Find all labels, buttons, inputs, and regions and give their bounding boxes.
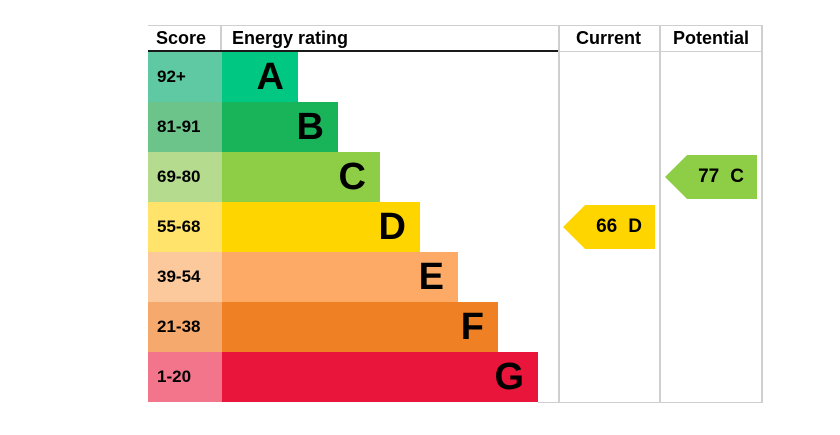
rating-letter: E bbox=[418, 256, 444, 298]
rating-letter: F bbox=[460, 306, 484, 348]
band-row-b: 81-91 B bbox=[148, 102, 338, 152]
rating-bar-b: B bbox=[222, 102, 338, 152]
table-top-border bbox=[148, 25, 763, 26]
current-column-left-border bbox=[558, 25, 560, 403]
current-score: 66 bbox=[596, 216, 618, 237]
score-range-label: 39-54 bbox=[148, 252, 222, 302]
potential-column-left-border bbox=[659, 25, 661, 403]
score-range-label: 55-68 bbox=[148, 202, 222, 252]
table-bottom-border bbox=[538, 402, 763, 403]
potential-rating-arrow: 77 C bbox=[665, 155, 757, 199]
rating-letter: G bbox=[494, 356, 524, 398]
rating-letter: B bbox=[296, 106, 324, 148]
score-range-label: 92+ bbox=[148, 52, 222, 102]
potential-letter: C bbox=[730, 166, 744, 187]
rating-letter: D bbox=[378, 206, 406, 248]
rating-bar-e: E bbox=[222, 252, 458, 302]
band-row-c: 69-80 C bbox=[148, 152, 380, 202]
score-range-label: 81-91 bbox=[148, 102, 222, 152]
band-row-e: 39-54 E bbox=[148, 252, 458, 302]
header-score-divider bbox=[220, 26, 222, 50]
potential-column-header: Potential bbox=[672, 27, 749, 48]
current-column-header: Current bbox=[575, 27, 641, 48]
rating-bar-a: A bbox=[222, 52, 298, 102]
rating-bar-f: F bbox=[222, 302, 498, 352]
band-row-f: 21-38 F bbox=[148, 302, 498, 352]
score-range-label: 69-80 bbox=[148, 152, 222, 202]
rating-letter: A bbox=[256, 56, 284, 98]
band-row-d: 55-68 D bbox=[148, 202, 420, 252]
energy-rating-column-header: Energy rating bbox=[232, 27, 349, 48]
header-bottom-border bbox=[148, 50, 558, 52]
rating-bar-d: D bbox=[222, 202, 420, 252]
rating-letter: C bbox=[338, 156, 366, 198]
score-range-label: 21-38 bbox=[148, 302, 222, 352]
band-row-a: 92+ A bbox=[148, 52, 298, 102]
current-letter: D bbox=[628, 216, 642, 237]
table-right-border bbox=[761, 25, 763, 403]
score-column-header: Score bbox=[156, 27, 207, 48]
rating-bar-c: C bbox=[222, 152, 380, 202]
current-rating-arrow: 66 D bbox=[563, 205, 655, 249]
potential-score: 77 bbox=[698, 166, 720, 187]
score-range-label: 1-20 bbox=[148, 352, 222, 402]
rating-bar-g: G bbox=[222, 352, 538, 402]
band-row-g: 1-20 G bbox=[148, 352, 538, 402]
